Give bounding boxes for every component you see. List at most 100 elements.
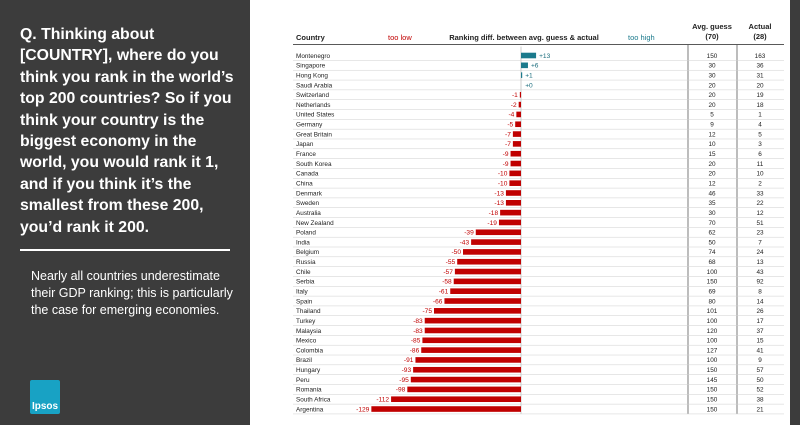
actual-value: 22 <box>756 200 764 207</box>
country-label: Colombia <box>296 347 323 354</box>
data-label: -93 <box>402 367 412 374</box>
data-label: -13 <box>494 190 504 197</box>
bar <box>498 219 521 226</box>
avg-guess-value: 100 <box>707 357 718 364</box>
avg-guess-value: 35 <box>708 200 716 207</box>
bar <box>415 357 521 363</box>
data-label: -55 <box>446 259 456 266</box>
bar <box>424 327 521 334</box>
actual-value: 36 <box>756 63 764 70</box>
avg-guess-value: 62 <box>708 230 716 237</box>
data-label: -18 <box>489 210 499 217</box>
data-label: -112 <box>376 397 389 404</box>
actual-value: 11 <box>757 161 764 168</box>
bar <box>500 209 521 216</box>
bar <box>407 386 521 393</box>
actual-value: 51 <box>756 220 764 227</box>
actual-value: 3 <box>758 141 762 148</box>
country-label: Chile <box>296 269 311 276</box>
avg-guess-sample: (70) <box>705 32 719 41</box>
bar <box>510 160 521 167</box>
data-label: -50 <box>451 249 461 256</box>
country-label: South Korea <box>296 161 332 168</box>
avg-guess-value: 70 <box>708 220 716 227</box>
avg-guess-value: 100 <box>707 338 718 345</box>
country-label: New Zealand <box>296 220 334 227</box>
summary-text: Nearly all countries underestimate their… <box>31 269 233 317</box>
country-label: China <box>296 180 313 187</box>
country-label: Saudi Arabia <box>296 82 333 89</box>
country-label: Denmark <box>296 190 323 197</box>
bar <box>505 190 521 196</box>
avg-guess-value: 150 <box>707 397 718 404</box>
bar <box>391 396 521 403</box>
country-label: Serbia <box>296 279 315 286</box>
ipsos-logo: Ipsos <box>30 380 60 414</box>
data-label: -9 <box>503 161 509 168</box>
actual-value: 23 <box>756 230 764 237</box>
country-label: Italy <box>296 288 309 295</box>
avg-guess-value: 68 <box>708 259 716 266</box>
bar <box>518 101 521 108</box>
avg-guess-value: 46 <box>708 190 716 197</box>
actual-value: 5 <box>758 131 762 138</box>
avg-guess-value: 30 <box>708 72 716 79</box>
data-label: -7 <box>505 131 511 138</box>
avg-guess-value: 69 <box>708 288 716 295</box>
avg-guess-value: 150 <box>707 53 718 60</box>
country-label: Thailand <box>296 308 321 315</box>
data-label: -85 <box>411 338 421 345</box>
country-label: Belgium <box>296 249 319 256</box>
country-label: Japan <box>296 141 314 148</box>
bar <box>475 229 521 236</box>
data-label: -1 <box>512 92 518 99</box>
panel-divider <box>20 249 230 251</box>
country-label: Netherlands <box>296 102 330 109</box>
avg-guess-value: 20 <box>708 92 716 99</box>
country-label: Great Britain <box>296 131 332 138</box>
country-label: Peru <box>296 377 310 384</box>
avg-guess-value: 80 <box>708 298 716 305</box>
avg-guess-header: Avg. guess <box>692 22 732 31</box>
actual-value: 20 <box>756 82 764 89</box>
actual-value: 41 <box>756 347 764 354</box>
actual-value: 12 <box>756 210 764 217</box>
actual-value: 2 <box>758 180 762 187</box>
country-label: United States <box>296 112 334 119</box>
chart-title: Ranking diff. between avg. guess & actua… <box>449 33 599 42</box>
avg-guess-value: 15 <box>708 151 716 158</box>
bar <box>505 200 521 206</box>
country-label: Australia <box>296 210 321 217</box>
actual-sample: (28) <box>753 32 767 41</box>
bar <box>422 337 521 344</box>
actual-value: 15 <box>756 338 764 345</box>
data-label: -129 <box>356 406 370 413</box>
bar <box>444 298 521 304</box>
bar <box>509 170 521 177</box>
avg-guess-value: 9 <box>710 122 714 129</box>
logo-text: Ipsos <box>31 401 59 412</box>
bar <box>471 239 521 245</box>
avg-guess-value: 20 <box>708 102 716 109</box>
avg-guess-value: 30 <box>708 63 716 70</box>
actual-value: 1 <box>758 112 762 119</box>
avg-guess-value: 145 <box>707 377 718 384</box>
data-label: -43 <box>460 239 470 246</box>
bar <box>519 91 522 98</box>
country-label: South Africa <box>296 397 331 404</box>
avg-guess-value: 20 <box>708 171 716 178</box>
avg-guess-value: 74 <box>708 249 716 256</box>
actual-header: Actual <box>749 22 772 31</box>
country-label: Canada <box>296 171 319 178</box>
bar <box>454 268 521 275</box>
actual-value: 21 <box>756 406 764 413</box>
right-edge-bar <box>790 0 800 425</box>
country-label: France <box>296 151 316 158</box>
actual-value: 57 <box>756 367 764 374</box>
avg-guess-value: 100 <box>707 318 718 325</box>
question-panel: Q. Thinking about [COUNTRY], where do yo… <box>0 0 250 425</box>
bar <box>510 150 521 157</box>
data-label: +13 <box>539 53 551 60</box>
country-header: Country <box>296 33 326 42</box>
avg-guess-value: 20 <box>708 82 716 89</box>
